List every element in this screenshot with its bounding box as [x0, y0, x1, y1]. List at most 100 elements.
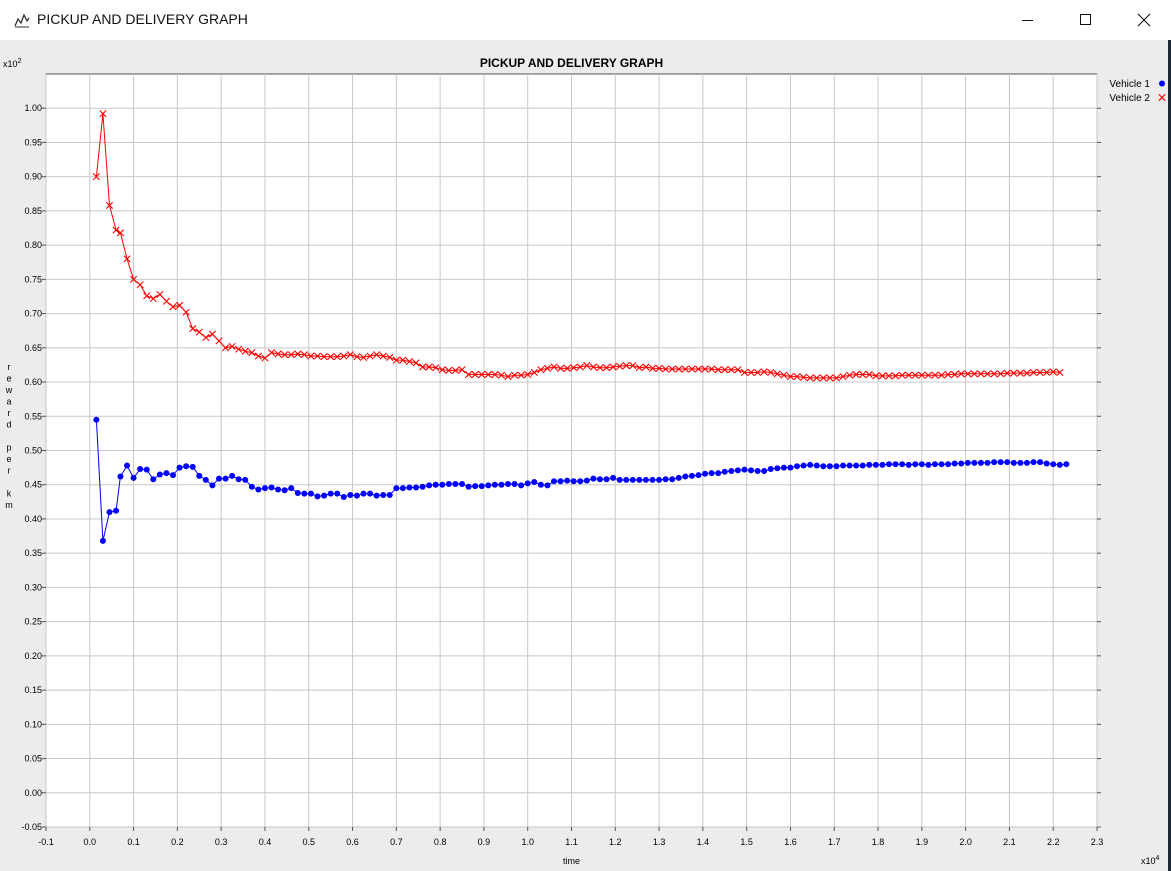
data-point: [1056, 368, 1064, 377]
data-point: [202, 476, 209, 483]
data-point: [556, 364, 565, 372]
minimize-button[interactable]: [1005, 0, 1051, 40]
data-point: [137, 465, 144, 472]
data-point: [472, 483, 479, 490]
maximize-button[interactable]: [1063, 0, 1109, 40]
data-point: [353, 353, 361, 361]
x-tick-label: 1.0: [521, 837, 534, 847]
data-point: [261, 354, 269, 362]
data-point: [334, 490, 341, 497]
x-tick-label: 0.7: [390, 837, 403, 847]
data-point: [924, 371, 932, 379]
data-point: [964, 459, 971, 466]
data-point: [288, 485, 295, 492]
data-point: [156, 471, 163, 478]
data-point: [964, 370, 972, 378]
data-point: [452, 481, 459, 488]
data-point: [353, 492, 360, 499]
legend: Vehicle 1 Vehicle 2: [1109, 79, 1166, 104]
data-point: [386, 353, 394, 361]
data-point: [583, 477, 590, 484]
data-point: [990, 370, 998, 378]
data-point: [741, 466, 748, 473]
data-point: [603, 476, 610, 483]
data-point: [740, 368, 749, 377]
data-point: [373, 351, 381, 359]
data-point: [819, 374, 827, 382]
data-point: [321, 492, 328, 499]
data-point: [813, 462, 820, 469]
data-point: [826, 463, 833, 470]
data-point: [806, 374, 814, 382]
data-point: [845, 371, 854, 379]
data-point: [445, 481, 452, 488]
data-point: [997, 370, 1005, 378]
data-point: [518, 482, 525, 489]
data-point: [734, 366, 742, 374]
data-point: [715, 470, 722, 477]
data-point: [99, 110, 107, 118]
data-point: [1037, 459, 1044, 466]
y-tick-label: 0.05: [24, 754, 42, 764]
data-point: [971, 459, 978, 466]
legend-marker-vehicle-2: [1158, 93, 1166, 102]
data-point: [537, 366, 545, 374]
data-point: [491, 370, 499, 379]
data-point: [419, 483, 426, 490]
data-point: [405, 357, 414, 366]
data-point: [596, 364, 604, 372]
data-point: [459, 481, 466, 488]
data-point: [1029, 368, 1038, 377]
y-tick-label: 0.50: [24, 446, 42, 456]
data-point: [905, 371, 913, 379]
x-tick-label: 1.7: [828, 837, 841, 847]
data-point: [911, 371, 919, 379]
x-tick-label: 0.6: [346, 837, 359, 847]
data-point: [399, 485, 406, 492]
data-point: [497, 371, 506, 379]
x-tick-label: 1.8: [872, 837, 885, 847]
data-point: [242, 476, 249, 483]
y-multiplier-base: x10: [3, 59, 18, 69]
data-point: [590, 475, 597, 482]
data-point: [675, 474, 682, 481]
data-point: [649, 476, 656, 483]
data-point: [866, 461, 873, 468]
data-point: [360, 490, 367, 497]
x-tick-label: 0.4: [259, 837, 272, 847]
data-point: [235, 476, 242, 483]
data-point: [668, 365, 676, 373]
data-point: [872, 372, 880, 380]
data-point: [471, 370, 479, 379]
chart-app-icon: [14, 13, 30, 28]
data-point: [655, 364, 663, 372]
data-point: [616, 362, 624, 370]
y-axis-ticks: -0.05 0.00 0.05 0.10 0.15 0.20 0.25 0.30 0.35 0.4…: [21, 103, 1101, 832]
y-tick-label: 0.00: [24, 788, 42, 798]
data-point: [734, 467, 741, 474]
data-point: [780, 371, 788, 379]
data-point: [702, 470, 709, 477]
y-tick-label: 0.95: [24, 137, 42, 147]
data-point: [307, 490, 314, 497]
window-edge: [1168, 40, 1171, 871]
data-point: [195, 328, 203, 336]
y-tick-label: 0.40: [24, 514, 42, 524]
data-point: [826, 374, 834, 382]
data-point: [1030, 459, 1037, 466]
y-tick-label: 0.90: [24, 172, 42, 182]
title-bar[interactable]: PICKUP AND DELIVERY GRAPH: [0, 0, 1171, 40]
data-point: [143, 292, 151, 300]
data-point: [800, 373, 808, 381]
x-tick-label: 2.2: [1047, 837, 1060, 847]
data-point: [1056, 461, 1063, 468]
close-button[interactable]: [1121, 0, 1167, 40]
data-point: [550, 478, 557, 485]
y-tick-label: 0.10: [24, 719, 42, 729]
data-point: [748, 467, 755, 474]
data-point: [301, 490, 308, 497]
data-point: [688, 365, 696, 373]
data-point: [268, 484, 275, 491]
data-point: [1050, 461, 1057, 468]
x-axis-label: time: [563, 856, 580, 866]
